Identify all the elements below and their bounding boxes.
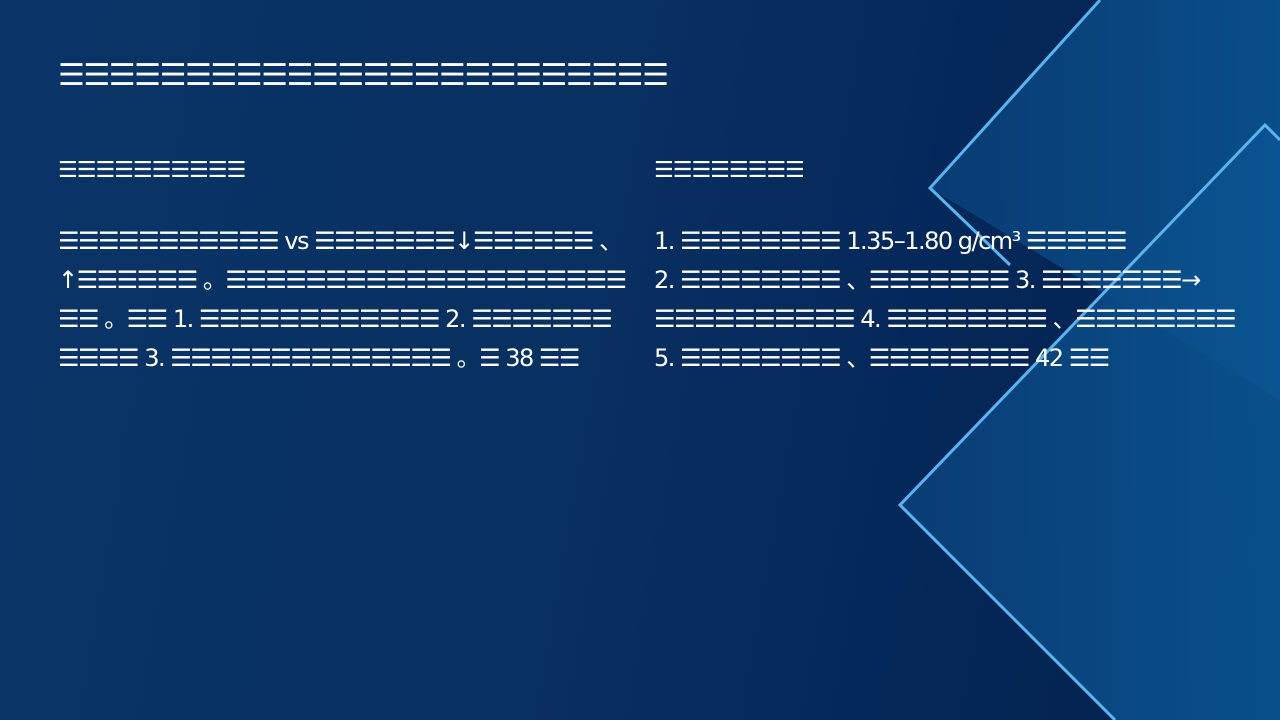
text-line: ☰☰☰☰☰☰☰☰☰☰ 4. ☰☰☰☰☰☰☰☰ 、☰☰☰☰☰☰☰☰ (654, 305, 1237, 333)
left-heading: ☰☰☰☰☰☰☰☰☰☰ (58, 158, 246, 183)
text-line: ↑☰☰☰☰☰☰ 。☰☰☰☰☰☰☰☰☰☰☰☰☰☰☰☰☰☰☰☰ (58, 266, 627, 294)
right-heading: ☰☰☰☰☰☰☰☰ (654, 158, 805, 183)
text-line: ☰☰ 。☰☰ 1. ☰☰☰☰☰☰☰☰☰☰☰☰ 2. ☰☰☰☰☰☰☰ (58, 305, 613, 333)
diamond-shape-lower (900, 125, 1280, 720)
text-line: 2. ☰☰☰☰☰☰☰☰ 、☰☰☰☰☰☰☰ 3. ☰☰☰☰☰☰☰→ (654, 266, 1201, 294)
left-body-text: ☰☰☰☰☰☰☰☰☰☰☰ vs ☰☰☰☰☰☰☰↓☰☰☰☰☰☰ 、 ↑☰☰☰☰☰☰ … (58, 222, 627, 378)
right-body-text: 1. ☰☰☰☰☰☰☰☰ 1.35–1.80 g/cm³ ☰☰☰☰☰ 2. ☰☰☰… (654, 222, 1237, 378)
text-line: 1. ☰☰☰☰☰☰☰☰ 1.35–1.80 g/cm³ ☰☰☰☰☰ (654, 227, 1128, 255)
text-line: ☰☰☰☰☰☰☰☰☰☰☰ vs ☰☰☰☰☰☰☰↓☰☰☰☰☰☰ 、 (58, 227, 623, 255)
text-line: ☰☰☰☰ 3. ☰☰☰☰☰☰☰☰☰☰☰☰☰☰ 。☰ 38 ☰☰ (58, 344, 580, 372)
text-line: 5. ☰☰☰☰☰☰☰☰ 、☰☰☰☰☰☰☰☰ 42 ☰☰ (654, 344, 1110, 372)
diamond-edge-upper (927, 0, 1102, 267)
diamond-edge-lower (897, 122, 1280, 720)
slide-title: ☰☰☰☰☰☰☰☰☰☰☰☰☰☰☰☰☰☰☰☰☰☰☰☰ (58, 58, 669, 93)
